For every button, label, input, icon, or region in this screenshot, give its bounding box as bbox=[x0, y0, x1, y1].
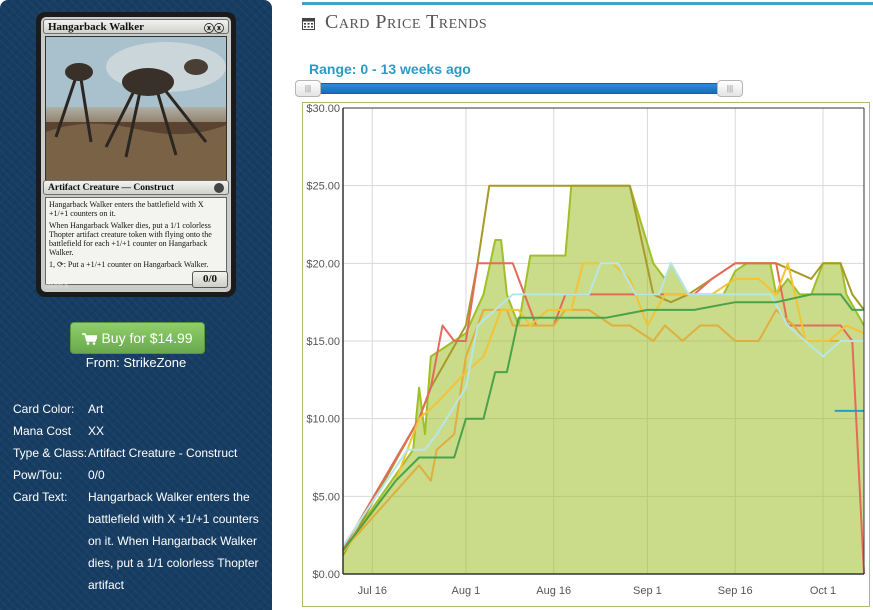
price-trend-chart: $0.00 $5.00 $10.00 $15.00 $20.00 $25.00 $30.00… bbox=[306, 103, 865, 597]
buy-button-label: Buy for $14.99 bbox=[101, 330, 193, 346]
rules-text-line: 1, ⟳: Put a +1/+1 counter on Hangarback … bbox=[49, 260, 209, 269]
calendar-icon bbox=[302, 18, 315, 30]
series-area-0 bbox=[343, 185, 864, 574]
y-tick-label: $30.00 bbox=[306, 103, 340, 115]
card-rules-text: Hangarback Walker enters the battlefield… bbox=[45, 197, 227, 285]
y-tick-label: $20.00 bbox=[306, 258, 340, 270]
seller-name: From: StrikeZone bbox=[85, 355, 187, 370]
card-artwork bbox=[45, 36, 227, 181]
y-tick-label: $5.00 bbox=[312, 491, 340, 503]
card-power-toughness: 0/0 bbox=[192, 271, 228, 288]
x-tick-label: Sep 1 bbox=[633, 585, 662, 597]
shopping-cart-icon bbox=[82, 333, 98, 346]
series-line-6 bbox=[342, 293, 864, 552]
card-info-panel: Hangarback Walker ⓧⓧ bbox=[0, 0, 272, 610]
card-mana-symbols: ⓧⓧ bbox=[204, 24, 224, 35]
y-tick-label: $25.00 bbox=[306, 181, 340, 193]
x-tick-label: Aug 1 bbox=[452, 585, 481, 597]
detail-value: Artifact Creature - Construct bbox=[88, 446, 238, 460]
buy-button[interactable]: Buy for $14.99 bbox=[70, 322, 205, 354]
y-tick-label: $0.00 bbox=[312, 569, 340, 581]
detail-value: 0/0 bbox=[88, 468, 105, 482]
card-name: Hangarback Walker bbox=[48, 21, 145, 33]
x-tick-label: Jul 16 bbox=[358, 585, 387, 597]
series-line-5 bbox=[342, 262, 864, 547]
card-type-bar: Artifact Creature — Construct bbox=[43, 180, 229, 195]
y-tick-label: $15.00 bbox=[306, 336, 340, 348]
card-frame: Hangarback Walker ⓧⓧ bbox=[41, 17, 231, 292]
x-tick-label: Oct 1 bbox=[810, 585, 836, 597]
detail-row: Mana Cost XX bbox=[13, 420, 263, 442]
card-collector-number: 229/272 R bbox=[45, 284, 69, 290]
detail-label: Card Text: bbox=[13, 490, 68, 504]
x-tick-label: Aug 16 bbox=[536, 585, 571, 597]
range-slider[interactable]: ||| ||| bbox=[295, 80, 743, 97]
detail-label: Pow/Tou: bbox=[13, 468, 63, 482]
section-title-text: Card Price Trends bbox=[325, 11, 488, 33]
detail-row: Card Color: Art bbox=[13, 398, 263, 420]
chart-frame bbox=[302, 102, 870, 607]
card-details: Card Color: Art Mana Cost XX Type & Clas… bbox=[13, 398, 263, 596]
x-tick-label: Sep 16 bbox=[718, 585, 753, 597]
detail-value: Hangarback Walker enters the battlefield… bbox=[88, 490, 259, 592]
rules-text-line: When Hangarback Walker dies, put a 1/1 c… bbox=[49, 221, 212, 257]
card-type-line: Artifact Creature — Construct bbox=[48, 183, 175, 193]
detail-label: Card Color: bbox=[13, 402, 75, 416]
card-image: Hangarback Walker ⓧⓧ bbox=[36, 12, 236, 297]
detail-value: XX bbox=[88, 424, 105, 438]
set-symbol-icon bbox=[214, 183, 224, 193]
range-slider-start-handle[interactable]: ||| bbox=[295, 80, 321, 97]
detail-label: Mana Cost bbox=[13, 424, 72, 438]
detail-row: Type & Class: Artifact Creature - Constr… bbox=[13, 442, 263, 464]
range-slider-end-handle[interactable]: ||| bbox=[717, 80, 743, 97]
card-name-bar: Hangarback Walker ⓧⓧ bbox=[43, 19, 229, 35]
range-label: Range: 0 - 13 weeks ago bbox=[309, 61, 471, 77]
y-tick-label: $10.00 bbox=[306, 414, 340, 426]
detail-label: Type & Class: bbox=[13, 446, 88, 460]
detail-row: Pow/Tou: 0/0 bbox=[13, 464, 263, 486]
range-slider-track[interactable] bbox=[301, 83, 737, 94]
detail-value: Art bbox=[88, 402, 104, 416]
section-top-rule bbox=[302, 2, 873, 5]
rules-text-line: Hangarback Walker enters the battlefield… bbox=[49, 200, 204, 218]
detail-row: Card Text: Hangarback Walker enters the … bbox=[13, 486, 263, 596]
section-title: Card Price Trends bbox=[302, 11, 487, 34]
